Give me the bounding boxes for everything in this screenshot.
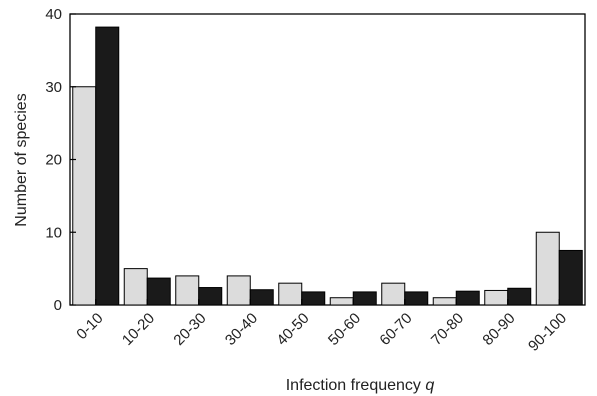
bar-dark-20-30 xyxy=(198,287,223,306)
plot-frame xyxy=(69,13,586,306)
y-axis-label: Number of species xyxy=(13,93,30,226)
bar-dark-40-50 xyxy=(301,291,326,306)
y-tick-label: 20 xyxy=(45,152,62,169)
x-axis: 0-10 10-20 20-30 30-40 40-50 50-60 60-70 70-80 8… xyxy=(73,299,570,355)
bar-dark-0-10 xyxy=(95,26,120,306)
bar-dark-30-40 xyxy=(249,289,274,306)
x-tick-label: 0-10 xyxy=(73,310,106,343)
x-tick-label: 50-60 xyxy=(325,310,364,349)
bar-light-40-50 xyxy=(278,282,303,306)
x-axis-label-variable: q xyxy=(425,377,434,394)
bar-dark-10-20 xyxy=(146,277,171,306)
x-axis-label-text: Infection frequency xyxy=(286,377,421,394)
x-axis-label: Infection frequency q xyxy=(286,377,435,394)
bar-dark-70-80 xyxy=(455,290,480,306)
bar-dark-80-90 xyxy=(507,287,532,306)
bars xyxy=(72,26,583,306)
bar-light-20-30 xyxy=(175,275,200,306)
x-tick-label: 20-30 xyxy=(170,310,209,349)
bar-dark-50-60 xyxy=(352,291,377,306)
x-tick-label: 90-100 xyxy=(525,310,570,355)
y-tick-label: 30 xyxy=(45,79,62,96)
x-tick-label: 80-90 xyxy=(479,310,518,349)
bar-light-70-80 xyxy=(432,297,457,306)
bar-light-0-10 xyxy=(72,86,97,306)
bar-dark-60-70 xyxy=(404,291,429,306)
x-tick-label: 10-20 xyxy=(119,310,158,349)
y-tick-label: 40 xyxy=(45,6,62,23)
bar-light-10-20 xyxy=(123,268,148,306)
x-tick-label: 40-50 xyxy=(273,310,312,349)
bar-light-60-70 xyxy=(381,282,406,306)
y-axis: 0 10 20 30 40 xyxy=(45,6,76,314)
bar-light-90-100 xyxy=(535,231,560,306)
bar-dark-90-100 xyxy=(558,249,583,306)
y-tick-label: 10 xyxy=(45,224,62,241)
y-tick-label: 0 xyxy=(54,297,62,314)
x-tick-label: 70-80 xyxy=(428,310,467,349)
bar-light-30-40 xyxy=(226,275,251,306)
plot-area xyxy=(69,13,586,306)
x-tick-label: 30-40 xyxy=(222,310,261,349)
bar-light-80-90 xyxy=(484,289,509,306)
bar-light-50-60 xyxy=(329,297,354,306)
x-tick-label: 60-70 xyxy=(376,310,415,349)
